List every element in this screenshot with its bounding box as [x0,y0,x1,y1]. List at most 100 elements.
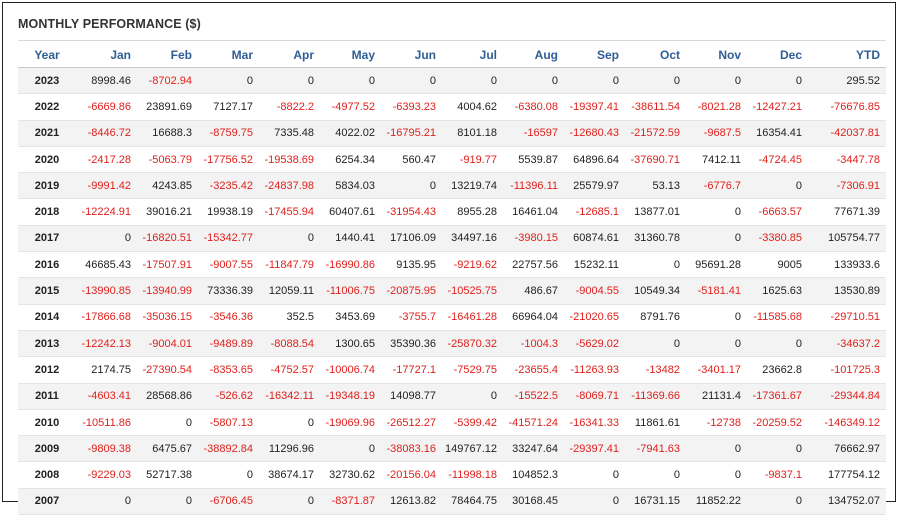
year-cell: 2023 [18,67,76,95]
value-cell: 17106.09 [381,225,442,253]
value-cell: -19397.41 [564,93,625,121]
value-cell: 0 [747,67,808,95]
value-cell: 1440.41 [320,225,381,253]
value-cell: -526.62 [198,383,259,410]
value-cell: -8759.75 [198,120,259,147]
value-cell: -8353.65 [198,356,259,384]
value-cell: -16795.21 [381,120,442,147]
title-divider [18,40,886,41]
value-cell: -12738 [686,409,747,437]
ytd-cell: 134752.07 [808,488,886,515]
value-cell: 19938.19 [198,198,259,226]
value-cell: 5539.87 [503,146,564,174]
value-cell: -11006.75 [320,277,381,305]
value-cell: -29397.41 [564,435,625,463]
value-cell: 7335.48 [259,120,320,147]
value-cell: -25870.32 [442,330,503,358]
value-cell: 0 [625,67,686,95]
ytd-cell: -34637.2 [808,330,886,358]
value-cell: 352.5 [259,304,320,331]
value-cell: 11861.61 [625,409,686,437]
value-cell: -17455.94 [259,198,320,226]
value-cell: -5063.79 [137,146,198,174]
value-cell: 2174.75 [76,356,137,384]
ytd-cell: 133933.6 [808,251,886,279]
value-cell: 66964.04 [503,304,564,331]
value-cell: 8955.28 [442,198,503,226]
year-cell: 2008 [18,461,76,489]
value-cell: -23655.4 [503,356,564,384]
value-cell: -4752.57 [259,356,320,384]
value-cell: 31360.78 [625,225,686,253]
ytd-cell: 13530.89 [808,277,886,305]
table-header-row: Year Jan Feb Mar Apr May Jun Jul Aug Sep Oct Nov Dec… [18,43,886,68]
table-row: 2017 0 -16820.51 -15342.77 0 1440.41 17106.09 3… [18,225,886,253]
value-cell: -6663.57 [747,198,808,226]
column-header-jun: Jun [381,43,442,68]
column-header-ytd: YTD [808,43,886,68]
column-header-feb: Feb [137,43,198,68]
value-cell: 22757.56 [503,251,564,279]
value-cell: 486.67 [503,277,564,305]
value-cell: -7941.63 [625,435,686,463]
column-header-mar: Mar [198,43,259,68]
value-cell: -13940.99 [137,277,198,305]
value-cell: -4977.52 [320,93,381,121]
value-cell: 10549.34 [625,277,686,305]
ytd-cell: -3447.78 [808,146,886,174]
value-cell: -24837.98 [259,172,320,200]
value-cell: 0 [564,488,625,515]
year-cell: 2022 [18,93,76,121]
value-cell: -16341.33 [564,409,625,437]
ytd-cell: -146349.12 [808,409,886,437]
table-body: 2023 8998.46 -8702.94 0 0 0 0 0 0 0 0 0 0 295.52 2022-… [18,67,886,515]
value-cell: -3755.7 [381,304,442,331]
year-cell: 2009 [18,435,76,463]
table-row: 2021 -8446.72 16688.3 -8759.75 7335.48 4022.0… [18,120,886,147]
value-cell: -26512.27 [381,409,442,437]
ytd-cell: -76676.85 [808,93,886,121]
value-cell: -27390.54 [137,356,198,384]
column-header-jul: Jul [442,43,503,68]
value-cell: 12059.11 [259,277,320,305]
table-row: 2013 -12242.13 -9004.01 -9489.89 -8088.54 130… [18,330,886,358]
year-cell: 2020 [18,146,76,174]
value-cell: -11847.79 [259,251,320,279]
table-row: 2015 -13990.85 -13940.99 73336.39 12059.11 -1… [18,277,886,305]
year-cell: 2011 [18,383,76,410]
value-cell: 0 [320,435,381,463]
value-cell: 0 [442,67,503,95]
column-header-oct: Oct [625,43,686,68]
value-cell: -35036.15 [137,304,198,331]
value-cell: 9005 [747,251,808,279]
value-cell: -13482 [625,356,686,384]
value-cell: -10006.74 [320,356,381,384]
value-cell: 0 [747,330,808,358]
value-cell: -17507.91 [137,251,198,279]
value-cell: 53.13 [625,172,686,200]
value-cell: -21020.65 [564,304,625,331]
value-cell: 0 [259,488,320,515]
value-cell: 0 [625,330,686,358]
value-cell: -3980.15 [503,225,564,253]
year-cell: 2021 [18,120,76,147]
value-cell: 15232.11 [564,251,625,279]
value-cell: -9219.62 [442,251,503,279]
value-cell: 35390.36 [381,330,442,358]
value-cell: 1625.63 [747,277,808,305]
value-cell: 6475.67 [137,435,198,463]
value-cell: 4022.02 [320,120,381,147]
value-cell: -17361.67 [747,383,808,410]
value-cell: 7412.11 [686,146,747,174]
value-cell: 6254.34 [320,146,381,174]
value-cell: -20875.95 [381,277,442,305]
value-cell: 46685.43 [76,251,137,279]
year-cell: 2017 [18,225,76,253]
table-row: 2009 -9809.38 6475.67 -38892.84 11296.96 0 -38… [18,435,886,463]
value-cell: 0 [625,461,686,489]
value-cell: 0 [686,198,747,226]
table-title: MONTHLY PERFORMANCE ($) [18,17,201,31]
value-cell: -4603.41 [76,383,137,410]
value-cell: -20156.04 [381,461,442,489]
column-header-year: Year [18,43,76,68]
